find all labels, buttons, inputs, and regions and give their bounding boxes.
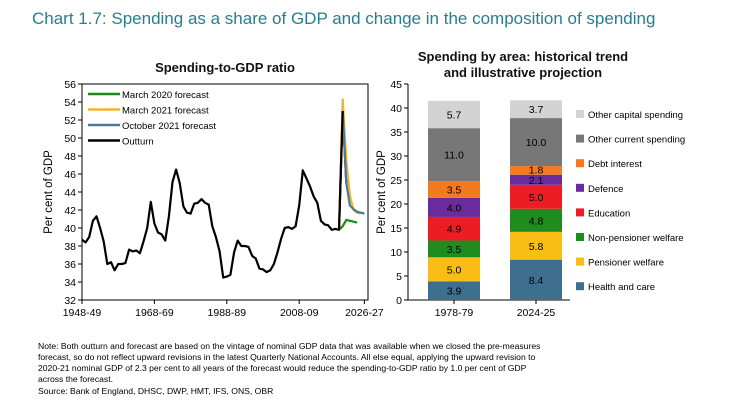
legend-label-health-and-care: Health and care [588, 282, 655, 293]
series-line-outturn-latest [337, 110, 344, 230]
legend-swatch-other-capital-spending [576, 110, 584, 118]
bar-segment-health-and-care [510, 259, 562, 300]
series-line-october-2021-forecast [341, 110, 365, 215]
right-chart-title-line-2: and illustrative projection [444, 65, 602, 80]
right-x-tick-label: 1978-79 [435, 307, 474, 319]
bar-value-label: 5.8 [529, 241, 544, 253]
legend-label-march-2021-forecast: March 2021 forecast [122, 106, 209, 117]
left-y-tick-label: 34 [64, 277, 76, 289]
bar-segment-non-pensioner-welfare [428, 240, 480, 258]
bar-segment-debt-interest [510, 166, 562, 175]
series-line-outturn [81, 109, 348, 279]
legend-label-other-capital-spending: Other capital spending [588, 110, 683, 121]
bar-value-label: 3.7 [529, 104, 544, 116]
note-line-1: Note: Both outturn and forecast are base… [38, 341, 541, 351]
left-y-tick-label: 54 [64, 97, 76, 109]
right-y-tick-label: 25 [390, 175, 402, 187]
bar-segment-other-capital-spending [428, 100, 480, 129]
legend-swatch-health-and-care [576, 282, 584, 291]
bar-value-label: 10.0 [526, 137, 547, 149]
left-x-tick-label: 1968-69 [135, 307, 174, 319]
right-y-tick-label: 20 [390, 199, 402, 211]
chart-title: Chart 1.7: Spending as a share of GDP an… [32, 9, 656, 28]
right-y-tick-label: 45 [390, 79, 402, 91]
legend-label-defence: Defence [588, 184, 623, 195]
bar-value-label: 8.4 [529, 275, 544, 287]
bar-segment-other-current-spending [428, 128, 480, 181]
bar-segment-defence [510, 174, 562, 185]
left-y-tick-label: 52 [64, 115, 76, 127]
right-x-tick-label: 2024-25 [517, 307, 556, 319]
bar-segment-debt-interest [428, 180, 480, 198]
legend-label-pensioner-welfare: Pensioner welfare [588, 258, 664, 269]
legend-label-outturn: Outturn [122, 137, 154, 148]
left-y-tick-label: 36 [64, 259, 76, 271]
legend-label-other-current-spending: Other current spending [588, 135, 685, 146]
right-y-tick-label: 35 [390, 127, 402, 139]
bar-value-label: 4.0 [447, 202, 462, 214]
left-x-tick-label: 2026-27 [345, 307, 384, 319]
legend-label-non-pensioner-welfare: Non-pensioner welfare [588, 233, 684, 244]
bar-segment-defence [428, 197, 480, 217]
bar-value-label: 5.0 [529, 192, 544, 204]
bar-value-label: 3.5 [447, 184, 462, 196]
series-line-march-2020-forecast [338, 218, 358, 231]
bar-segment-pensioner-welfare [428, 257, 480, 282]
legend-swatch-education [576, 208, 584, 217]
bar-value-label: 4.9 [447, 224, 462, 236]
left-y-tick-label: 40 [64, 223, 76, 235]
bar-segment-education [510, 184, 562, 209]
left-y-axis-label: Per cent of GDP [43, 150, 55, 234]
bar-value-label: 2.1 [529, 175, 544, 187]
legend-label-march-2020-forecast: March 2020 forecast [122, 90, 209, 101]
legend-swatch-non-pensioner-welfare [576, 233, 584, 241]
bar-segment-health-and-care [428, 281, 480, 300]
right-y-tick-label: 15 [390, 223, 402, 235]
left-y-tick-label: 56 [64, 79, 76, 91]
legend-swatch-pensioner-welfare [576, 257, 584, 266]
legend-swatch-defence [576, 183, 584, 192]
bar-value-label: 3.9 [447, 286, 462, 298]
legend-swatch-other-current-spending [576, 134, 584, 143]
left-y-tick-label: 38 [64, 241, 76, 253]
note-line-3: 2020-21 nominal GDP of 2.3 per cent to a… [38, 363, 527, 373]
left-x-tick-label: 2008-09 [280, 307, 319, 319]
note-line-2: forecast, so do not reflect upward revis… [38, 352, 536, 362]
left-y-tick-label: 44 [64, 187, 76, 199]
bar-value-label: 5.0 [447, 264, 462, 276]
right-y-tick-label: 5 [396, 271, 402, 283]
right-y-axis-label: Per cent of GDP [376, 150, 388, 234]
bar-value-label: 5.7 [447, 109, 462, 121]
right-y-tick-label: 40 [390, 103, 402, 115]
right-y-tick-label: 10 [390, 247, 402, 259]
right-y-tick-label: 0 [396, 295, 402, 307]
source-line: Source: Bank of England, DHSC, DWP, HMT,… [38, 386, 274, 396]
left-y-tick-label: 48 [64, 151, 76, 163]
legend-label-october-2021-forecast: October 2021 forecast [122, 121, 216, 132]
legend-label-education: Education [588, 208, 630, 219]
left-y-tick-label: 50 [64, 133, 76, 145]
bar-segment-non-pensioner-welfare [510, 208, 562, 232]
left-y-tick-label: 46 [64, 169, 76, 181]
legend-label-debt-interest: Debt interest [588, 159, 642, 170]
bar-segment-other-current-spending [510, 118, 562, 167]
legend-swatch-debt-interest [576, 159, 584, 168]
right-y-tick-label: 30 [390, 151, 402, 163]
bar-value-label: 1.8 [529, 165, 544, 177]
left-y-tick-label: 42 [64, 205, 76, 217]
left-y-tick-label: 32 [64, 295, 76, 307]
bar-segment-pensioner-welfare [510, 231, 562, 260]
left-chart-title: Spending-to-GDP ratio [155, 60, 295, 75]
bar-segment-other-capital-spending [510, 100, 562, 119]
right-chart-title-line-1: Spending by area: historical trend [418, 49, 628, 64]
left-x-tick-label: 1948-49 [63, 307, 102, 319]
bar-value-label: 4.8 [529, 215, 544, 227]
bar-value-label: 3.5 [447, 244, 462, 256]
note-line-4: across the forecast. [38, 374, 113, 384]
bar-value-label: 11.0 [444, 150, 464, 162]
bar-segment-education [428, 216, 480, 241]
left-x-tick-label: 1988-89 [208, 307, 247, 319]
